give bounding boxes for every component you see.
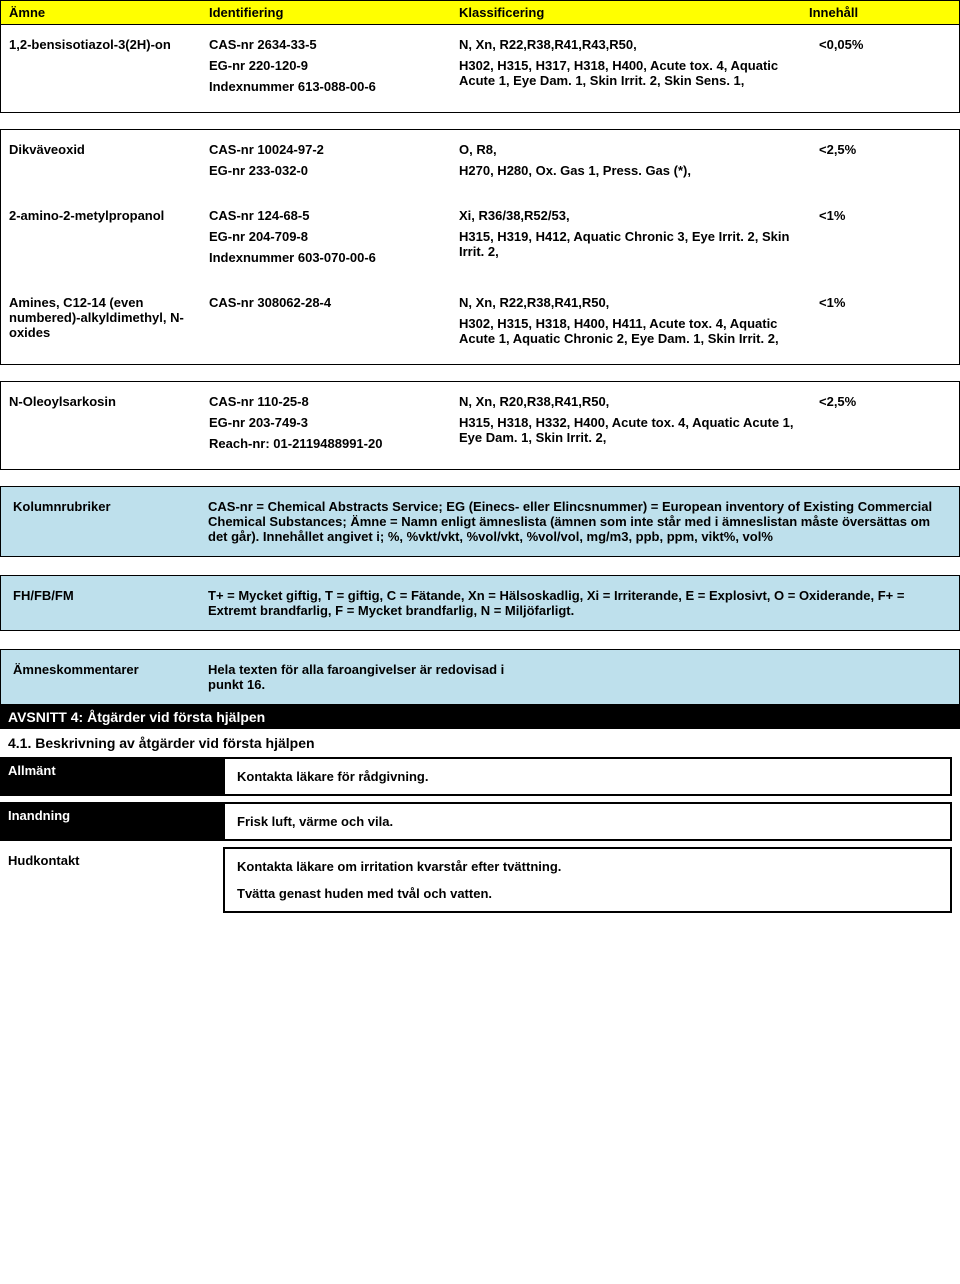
section-4-1-title: 4.1. Beskrivning av åtgärder vid första …	[0, 729, 960, 757]
header-innehall: Innehåll	[809, 5, 951, 20]
header-amne: Ämne	[9, 5, 209, 20]
substance-content: <2,5%	[819, 142, 951, 184]
substance-class: H315, H318, H332, H400, Acute tox. 4, Aq…	[459, 415, 809, 445]
substance-class: N, Xn, R20,R38,R41,R50,	[459, 394, 809, 409]
substance-id: EG-nr 220-120-9	[209, 58, 459, 73]
allmant-text: Kontakta läkare för rådgivning.	[223, 757, 952, 796]
hudkontakt-box: Kontakta läkare om irritation kvarstår e…	[223, 847, 952, 913]
substance-name: Amines, C12-14 (even numbered)-alkyldime…	[9, 295, 209, 352]
inandning-label: Inandning	[0, 802, 223, 841]
kolumn-label: Kolumnrubriker	[13, 499, 208, 544]
substance-id: EG-nr 204-709-8	[209, 229, 459, 244]
substance-content: <1%	[819, 208, 951, 271]
row-allmant: Allmänt Kontakta läkare för rådgivning.	[0, 757, 960, 796]
substance-name: N-Oleoylsarkosin	[9, 394, 209, 457]
header-klassificering: Klassificering	[459, 5, 809, 20]
amnes-label: Ämneskommentarer	[13, 662, 208, 692]
substance-content: <2,5%	[819, 394, 951, 457]
substance-class: H270, H280, Ox. Gas 1, Press. Gas (*),	[459, 163, 809, 178]
substance-class: H302, H315, H317, H318, H400, Acute tox.…	[459, 58, 809, 88]
substance-row: N-Oleoylsarkosin CAS-nr 110-25-8 EG-nr 2…	[0, 381, 960, 470]
substance-class: Xi, R36/38,R52/53,	[459, 208, 809, 223]
substance-content: <0,05%	[819, 37, 951, 100]
header-identifiering: Identifiering	[209, 5, 459, 20]
inandning-text: Frisk luft, värme och vila.	[223, 802, 952, 841]
substance-id: Indexnummer 603-070-00-6	[209, 250, 459, 265]
table-header: Ämne Identifiering Klassificering Innehå…	[0, 0, 960, 25]
substance-name: 2-amino-2-metylpropanol	[9, 208, 209, 271]
substance-name: Dikväveoxid	[9, 142, 209, 184]
fhfbfm-box: FH/FB/FM T+ = Mycket giftig, T = giftig,…	[0, 575, 960, 631]
fh-text: T+ = Mycket giftig, T = giftig, C = Fäta…	[208, 588, 947, 618]
substance-id: EG-nr 233-032-0	[209, 163, 459, 178]
substance-id: EG-nr 203-749-3	[209, 415, 459, 430]
substance-row: Dikväveoxid CAS-nr 10024-97-2 EG-nr 233-…	[1, 130, 959, 196]
substance-id: Reach-nr: 01-2119488991-20	[209, 436, 459, 451]
substance-class: O, R8,	[459, 142, 809, 157]
section-4-header: AVSNITT 4: Åtgärder vid första hjälpen	[0, 705, 960, 729]
substance-row: 1,2-bensisotiazol-3(2H)-on CAS-nr 2634-3…	[0, 25, 960, 113]
substance-row: 2-amino-2-metylpropanol CAS-nr 124-68-5 …	[1, 196, 959, 283]
allmant-label: Allmänt	[0, 757, 223, 796]
substance-content: <1%	[819, 295, 951, 352]
substance-class: H302, H315, H318, H400, H411, Acute tox.…	[459, 316, 809, 346]
substance-class: H315, H319, H412, Aquatic Chronic 3, Eye…	[459, 229, 809, 259]
row-hudkontakt: Hudkontakt Kontakta läkare om irritation…	[0, 847, 960, 913]
row-inandning: Inandning Frisk luft, värme och vila.	[0, 802, 960, 841]
substance-id: CAS-nr 124-68-5	[209, 208, 459, 223]
kolumn-text: CAS-nr = Chemical Abstracts Service; EG …	[208, 499, 947, 544]
hudkontakt-label: Hudkontakt	[0, 847, 223, 913]
substance-id: CAS-nr 2634-33-5	[209, 37, 459, 52]
substance-name: 1,2-bensisotiazol-3(2H)-on	[9, 37, 209, 100]
substance-row: Amines, C12-14 (even numbered)-alkyldime…	[1, 283, 959, 364]
amnes-text: Hela texten för alla faroangivelser är r…	[208, 662, 508, 692]
substance-id: CAS-nr 110-25-8	[209, 394, 459, 409]
substance-id: CAS-nr 10024-97-2	[209, 142, 459, 157]
amneskommentarer-box: Ämneskommentarer Hela texten för alla fa…	[0, 649, 960, 705]
kolumnrubriker-box: Kolumnrubriker CAS-nr = Chemical Abstrac…	[0, 486, 960, 557]
hudkontakt-line: Kontakta läkare om irritation kvarstår e…	[237, 859, 938, 874]
substance-class: N, Xn, R22,R38,R41,R43,R50,	[459, 37, 809, 52]
substance-id: CAS-nr 308062-28-4	[209, 295, 459, 310]
hudkontakt-line: Tvätta genast huden med tvål och vatten.	[237, 886, 938, 901]
substance-id: Indexnummer 613-088-00-6	[209, 79, 459, 94]
fh-label: FH/FB/FM	[13, 588, 208, 618]
substance-class: N, Xn, R22,R38,R41,R50,	[459, 295, 809, 310]
